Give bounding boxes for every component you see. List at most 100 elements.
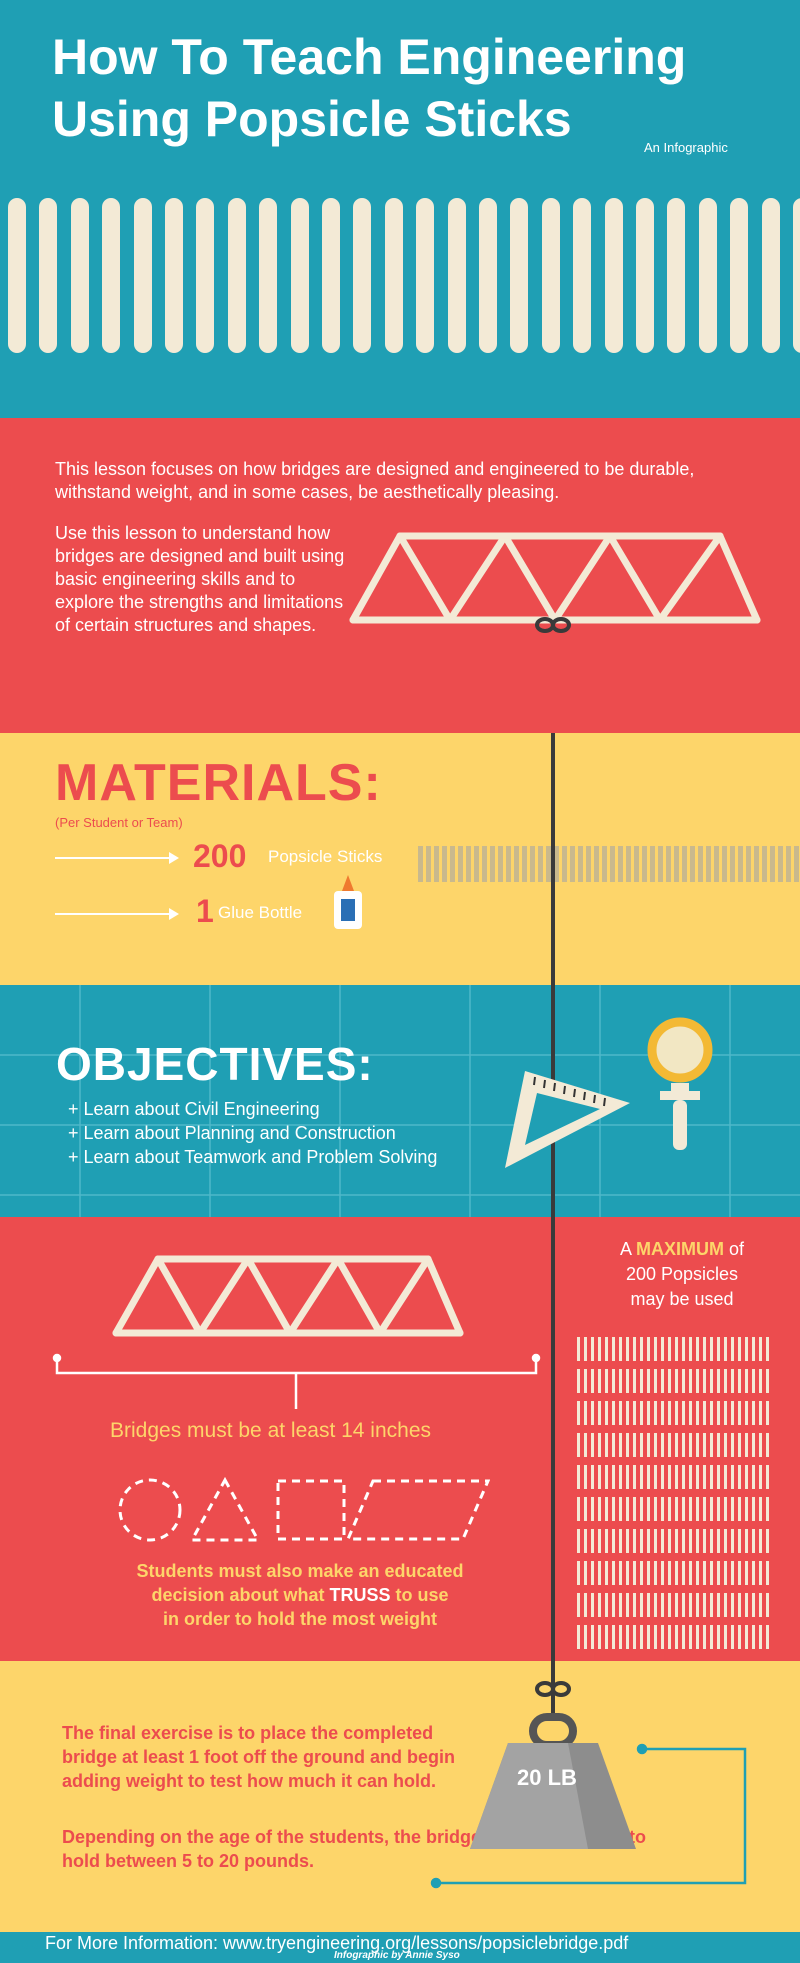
popsicle-stick-icon [752,1593,755,1617]
popsicle-stick-icon [696,1529,699,1553]
popsicle-stick-icon [675,1561,678,1585]
popsicle-stick-icon [619,1433,622,1457]
popsicle-stick-icon [612,1401,615,1425]
materials-count-glue: 1 [196,893,214,929]
popsicle-stick-icon [647,1465,650,1489]
popsicle-stick-icon [682,1465,685,1489]
popsicle-stick-icon [745,1433,748,1457]
popsicle-stick-icon [290,198,309,353]
popsicle-stick-icon [745,1337,748,1361]
maximum-keyword: MAXIMUM [636,1239,724,1259]
popsicle-stick-icon [738,846,743,882]
popsicle-stick-icon [196,198,215,353]
popsicle-stick-icon [682,1497,685,1521]
popsicle-stick-icon [738,1593,741,1617]
footer-section: For More Information: www.tryengineering… [0,1932,800,1963]
title-line-1: How To Teach Engineering [52,29,687,85]
objective-item: + Learn about Civil Engineering [68,1099,320,1119]
popsicle-stick-icon [717,1625,720,1649]
popsicle-stick-icon [654,1369,657,1393]
popsicle-stick-icon [634,846,639,882]
popsicle-stick-icon [619,1593,622,1617]
popsicle-stick-icon [598,1369,601,1393]
length-rule-text: Bridges must be at least 14 inches [110,1419,432,1442]
popsicle-stick-icon [591,1433,594,1457]
popsicle-stick-icon [696,1497,699,1521]
popsicle-stick-icon [668,1593,671,1617]
popsicle-stick-icon [746,846,751,882]
popsicle-stick-icon [766,1625,769,1649]
popsicle-stick-icon [647,1625,650,1649]
popsicle-stick-icon [752,1433,755,1457]
popsicle-stick-icon [752,1561,755,1585]
popsicle-stick-icon [696,1401,699,1425]
footer-info-link[interactable]: For More Information: www.tryengineering… [45,1933,629,1953]
popsicle-stick-icon [731,1593,734,1617]
popsicle-stick-icon [626,1497,629,1521]
popsicle-stick-icon [661,1337,664,1361]
title-line-2: Using Popsicle Sticks [52,91,572,147]
popsicle-stick-icon [675,1593,678,1617]
popsicle-stick-icon [668,1497,671,1521]
popsicle-stick-icon [731,1401,734,1425]
objectives-list: + Learn about Civil Engineering + Learn … [68,1097,437,1169]
popsicle-stick-icon [675,1369,678,1393]
popsicle-stick-icon [724,1401,727,1425]
objective-item: + Learn about Planning and Construction [68,1123,396,1143]
popsicle-stick-icon [642,846,647,882]
popsicle-stick-icon [619,1561,622,1585]
popsicle-stick-icon [724,1465,727,1489]
popsicle-stick-icon [546,846,551,882]
popsicle-stick-icon [752,1497,755,1521]
popsicle-stick-icon [759,1625,762,1649]
popsicle-stick-icon [745,1465,748,1489]
materials-label-sticks: Popsicle Sticks [268,847,383,866]
popsicle-stick-icon [647,1593,650,1617]
popsicle-stick-icon [640,1369,643,1393]
popsicle-stick-icon [689,1625,692,1649]
popsicle-stick-icon [598,1465,601,1489]
popsicle-stick-icon [577,1529,580,1553]
popsicle-stick-icon [766,1561,769,1585]
popsicle-stick-icon [761,198,780,353]
truss-bridge-icon [112,1255,464,1337]
popsicle-stick-icon [605,1337,608,1361]
popsicle-stick-icon [598,1433,601,1457]
popsicle-stick-icon [612,1337,615,1361]
popsicle-stick-icon [577,1497,580,1521]
truss-rule-line-1: Students must also make an educated [136,1561,464,1581]
popsicle-stick-icon [752,1369,755,1393]
popsicle-stick-icon [675,1625,678,1649]
popsicle-stick-icon [661,1497,664,1521]
popsicle-stick-icon [658,846,663,882]
popsicle-stick-icon [730,198,749,353]
popsicle-stick-icon [598,1337,601,1361]
popsicle-stick-icon [778,846,783,882]
popsicle-stick-icon [573,198,592,353]
popsicle-stick-icon [689,1465,692,1489]
popsicle-stick-icon [626,1625,629,1649]
popsicle-stick-icon [703,1465,706,1489]
popsicle-stick-icon [605,1401,608,1425]
popsicle-stick-icon [626,1401,629,1425]
popsicle-stick-icon [619,1465,622,1489]
shape-outline-icons [118,1476,490,1542]
popsicle-stick-icon [498,846,503,882]
popsicle-stick-icon [724,1337,727,1361]
popsicle-stick-icon [766,1497,769,1521]
popsicle-stick-icon [654,1625,657,1649]
popsicle-sticks-decoration [0,198,800,353]
popsicle-stick-icon [696,1337,699,1361]
popsicle-stick-icon [710,1625,713,1649]
popsicle-stick-icon [759,1593,762,1617]
popsicle-stick-icon [731,1369,734,1393]
popsicle-stick-icon [731,1465,734,1489]
popsicle-stick-icon [647,1561,650,1585]
popsicle-stick-icon [689,1337,692,1361]
popsicle-stick-icon [710,1561,713,1585]
maximum-line-3: may be used [630,1289,734,1309]
popsicle-stick-icon [717,1529,720,1553]
popsicle-stick-icon [598,1401,601,1425]
popsicle-stick-icon [586,846,591,882]
popsicle-stick-icon [578,846,583,882]
